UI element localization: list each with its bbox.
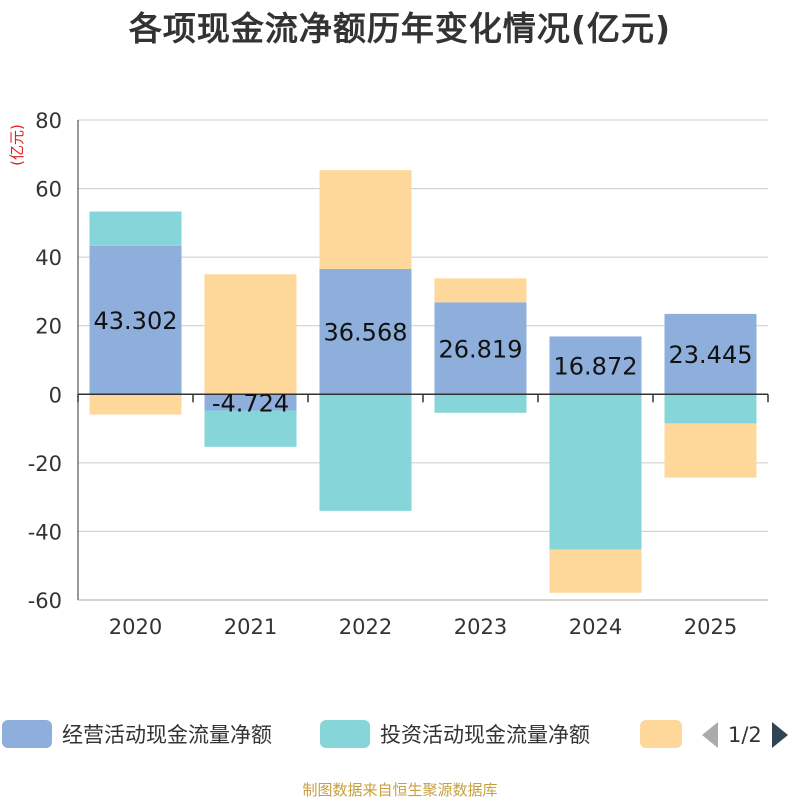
- y-tick-label: -20: [28, 452, 62, 476]
- bar-series-0-2021[interactable]: [204, 394, 297, 411]
- bar-series-0-2020[interactable]: [89, 245, 182, 395]
- bar-series-1-2024[interactable]: [549, 394, 642, 550]
- legend-item-financing[interactable]: [640, 716, 692, 752]
- legend-swatch-investing: [320, 720, 370, 748]
- x-tick-label: 2025: [684, 615, 737, 639]
- x-tick-label: 2023: [454, 615, 507, 639]
- legend-label-investing: 投资活动现金流量净额: [380, 723, 590, 747]
- y-tick-label: 40: [35, 246, 62, 270]
- bar-series-0-2023[interactable]: [434, 302, 527, 395]
- y-tick-label: 0: [49, 383, 62, 407]
- legend-swatch-financing: [640, 720, 682, 748]
- bar-series-2-2024[interactable]: [549, 549, 642, 593]
- data-label: -4.724: [212, 389, 289, 417]
- data-label: 36.568: [324, 319, 408, 347]
- data-label: 43.302: [94, 307, 178, 335]
- bar-series-1-2025[interactable]: [664, 394, 757, 424]
- y-tick-label: -40: [28, 520, 62, 544]
- bar-series-1-2021[interactable]: [204, 410, 297, 447]
- chart-title: 各项现金流净额历年变化情况(亿元): [128, 9, 672, 48]
- bar-series-2-2023[interactable]: [434, 278, 527, 303]
- bar-series-2-2020[interactable]: [89, 394, 182, 415]
- data-label: 16.872: [554, 352, 638, 380]
- y-tick-label: 60: [35, 178, 62, 202]
- data-label: 26.819: [439, 335, 523, 363]
- pager-text: 1/2: [728, 723, 762, 747]
- pager-next-icon[interactable]: [770, 720, 790, 750]
- bar-series-1-2020[interactable]: [89, 211, 182, 246]
- y-tick-label: -60: [28, 589, 62, 613]
- x-tick-label: 2021: [224, 615, 277, 639]
- legend-item-investing[interactable]: 投资活动现金流量净额: [320, 716, 590, 752]
- y-tick-label: 20: [35, 315, 62, 339]
- bar-series-2-2025[interactable]: [664, 423, 757, 478]
- source-note: 制图数据来自恒生聚源数据库: [302, 781, 498, 799]
- legend-pager: 1/2: [700, 718, 790, 752]
- bar-series-0-2022[interactable]: [319, 268, 412, 395]
- x-tick-label: 2020: [109, 615, 162, 639]
- bar-series-2-2021[interactable]: [204, 274, 297, 395]
- bar-series-1-2022[interactable]: [319, 394, 412, 511]
- data-label: 23.445: [669, 341, 753, 369]
- pager-prev-icon[interactable]: [700, 720, 720, 750]
- legend-label-operating: 经营活动现金流量净额: [62, 723, 272, 747]
- bar-series-0-2024[interactable]: [549, 336, 642, 395]
- legend-swatch-operating: [2, 720, 52, 748]
- x-tick-label: 2024: [569, 615, 622, 639]
- y-axis-label: (亿元): [8, 124, 26, 166]
- y-tick-label: 80: [35, 109, 62, 133]
- bar-series-2-2022[interactable]: [319, 170, 412, 269]
- x-tick-label: 2022: [339, 615, 392, 639]
- bar-series-0-2025[interactable]: [664, 313, 757, 395]
- bar-series-1-2023[interactable]: [434, 394, 527, 413]
- legend-item-operating[interactable]: 经营活动现金流量净额: [2, 716, 272, 752]
